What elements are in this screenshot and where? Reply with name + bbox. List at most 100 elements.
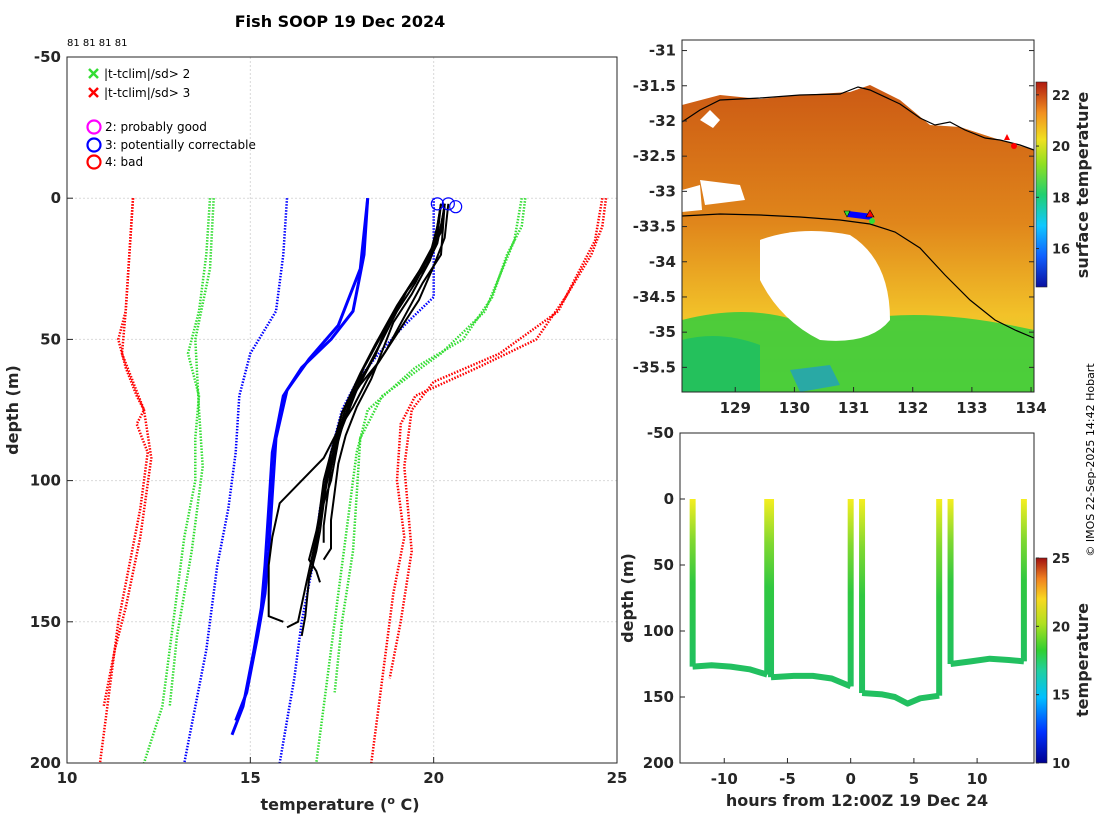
surface-flag-circle bbox=[449, 200, 463, 214]
map-sst-field bbox=[682, 40, 1034, 392]
ts-bottom-line bbox=[861, 690, 940, 707]
profile-legend: |t-tclim|/sd> 2 |t-tclim|/sd> 3 2: proba… bbox=[86, 67, 256, 170]
ts-ascent-line bbox=[764, 499, 771, 675]
timeseries-colorbar-label: temperature bbox=[1073, 603, 1092, 717]
map-ytick-label: -35 bbox=[649, 323, 676, 341]
profile-xtick-label: 15 bbox=[240, 769, 261, 787]
map-xtick-label: 133 bbox=[956, 399, 987, 417]
profile-ticks: 10 15 20 25 -50 0 50 100 150 200 bbox=[30, 48, 628, 787]
climatology-line-green_right2 bbox=[333, 197, 523, 693]
legend-magenta-circle-icon bbox=[86, 119, 102, 135]
credit-text: © IMOS 22-Sep-2025 14:42 Hobart bbox=[1084, 363, 1097, 557]
timeseries-colorbar-ticks: 10 15 20 25 bbox=[1036, 552, 1070, 772]
surface-flag-circle bbox=[430, 197, 444, 211]
map-xtick-label: 130 bbox=[779, 399, 810, 417]
ts-xtick-label: -5 bbox=[779, 770, 796, 788]
map-xtick-label: 129 bbox=[720, 399, 751, 417]
map-shelf-contour bbox=[681, 213, 1035, 339]
ts-ytick-label: 200 bbox=[643, 754, 674, 772]
ts-ytick-label: -50 bbox=[647, 424, 674, 442]
map-ytick-label: -34.5 bbox=[633, 288, 676, 306]
ts-bottom-line bbox=[770, 672, 852, 690]
climatology-line-green_right bbox=[315, 198, 527, 764]
timeseries-axes-box bbox=[679, 432, 1035, 764]
ts-bottom-line bbox=[950, 655, 1025, 667]
map-end-dot-icon bbox=[869, 218, 875, 224]
legend-flag4: 4: bad bbox=[105, 155, 143, 169]
profile-axes-box bbox=[66, 56, 618, 764]
ts-ytick-label: 150 bbox=[643, 688, 674, 706]
cast-profile-line bbox=[307, 203, 442, 583]
map-ytick-label: -33 bbox=[649, 182, 676, 200]
map-ytick-label: -33.5 bbox=[633, 218, 676, 236]
profile-ytick-label: 0 bbox=[51, 189, 61, 207]
profile-ytick-label: 150 bbox=[30, 613, 61, 631]
map-ytick-label: -32 bbox=[649, 112, 676, 130]
map-ytick-label: -35.5 bbox=[633, 358, 676, 376]
ts-descent-line bbox=[689, 499, 696, 667]
ts-cbtick-label: 15 bbox=[1052, 689, 1070, 704]
profile-plot-area bbox=[67, 57, 617, 763]
surface-flag-circle bbox=[441, 197, 455, 211]
ts-ytick-label: 100 bbox=[643, 622, 674, 640]
timeseries-colorbar bbox=[1035, 557, 1048, 764]
legend-flag2: 2: probably good bbox=[105, 120, 207, 134]
profile-ylabel: depth (m) bbox=[3, 365, 22, 455]
profile-ytick-label: 200 bbox=[30, 754, 61, 772]
profile-casts bbox=[267, 203, 450, 637]
map-colorbar-label: surface temperature bbox=[1073, 92, 1092, 279]
ts-ascent-line bbox=[936, 499, 943, 696]
ts-xtick-label: 0 bbox=[845, 770, 855, 788]
profile-ytick-label: 100 bbox=[30, 472, 61, 490]
map-xtick-label: 131 bbox=[838, 399, 869, 417]
climatology-line-red_right bbox=[370, 198, 608, 764]
ts-ytick-label: 50 bbox=[653, 556, 674, 574]
map-axes-box bbox=[681, 39, 1035, 393]
ts-descent-line bbox=[768, 499, 775, 678]
profile-xtick-label: 10 bbox=[57, 769, 78, 787]
climatology-line-red_right2 bbox=[388, 197, 604, 679]
ts-descent-line bbox=[947, 499, 954, 664]
ts-ascent-line bbox=[847, 499, 854, 687]
map-cbtick-label: 20 bbox=[1052, 140, 1070, 155]
map-cbtick-label: 22 bbox=[1052, 89, 1070, 104]
timeseries-drops bbox=[689, 499, 1027, 707]
climatology-line-red_left2 bbox=[102, 198, 153, 707]
profile-xlabel: temperature (o C) bbox=[260, 794, 419, 814]
timeseries-ylabel: depth (m) bbox=[618, 553, 637, 643]
ts-cbtick-label: 10 bbox=[1052, 757, 1070, 772]
map-cbtick-label: 16 bbox=[1052, 243, 1070, 258]
legend-red-x-icon bbox=[88, 87, 99, 98]
profile-surface-flags bbox=[430, 197, 463, 214]
timeseries-plot-area bbox=[680, 433, 1034, 763]
legend-sd3: |t-tclim|/sd> 3 bbox=[104, 86, 190, 100]
timeseries-xlabel: hours from 12:00Z 19 Dec 24 bbox=[726, 791, 988, 810]
legend-flag3: 3: potentially correctable bbox=[105, 138, 256, 152]
ts-ytick-label: 0 bbox=[664, 490, 674, 508]
map-end-marker-icon bbox=[865, 209, 875, 218]
map-panel: 129 130 131 132 133 134 -31 -31.5 -32 -32.5 -33 -33… bbox=[633, 39, 1092, 417]
ts-bottom-line bbox=[692, 662, 769, 678]
ts-cbtick-label: 25 bbox=[1052, 552, 1070, 567]
profile-xtick-label: 25 bbox=[607, 769, 628, 787]
map-ytick-label: -32.5 bbox=[633, 147, 676, 165]
profile-panel: 10 15 20 25 -50 0 50 100 150 200 temperature (o C… bbox=[3, 48, 627, 814]
map-xtick-label: 134 bbox=[1015, 399, 1046, 417]
flags-text: 81 81 81 81 bbox=[67, 38, 127, 49]
map-east-markers bbox=[1004, 134, 1017, 149]
climatology-line-green_left bbox=[142, 198, 212, 764]
map-ticks: 129 130 131 132 133 134 -31 -31.5 -32 -32.5 -33 -33… bbox=[633, 42, 1047, 417]
ts-cbtick-label: 20 bbox=[1052, 620, 1070, 635]
map-ytick-label: -31 bbox=[649, 42, 676, 60]
ts-xtick-label: -10 bbox=[711, 770, 738, 788]
profile-ytick-label: 50 bbox=[40, 330, 61, 348]
legend-blue-circle-icon bbox=[86, 137, 102, 153]
map-ytick-label: -34 bbox=[649, 253, 676, 271]
map-coastline bbox=[681, 86, 1035, 151]
ts-xtick-label: 10 bbox=[967, 770, 988, 788]
map-start-marker-icon bbox=[843, 210, 851, 218]
profile-climatology bbox=[98, 197, 608, 764]
map-colorbar-ticks: 16 18 20 22 bbox=[1036, 89, 1070, 258]
